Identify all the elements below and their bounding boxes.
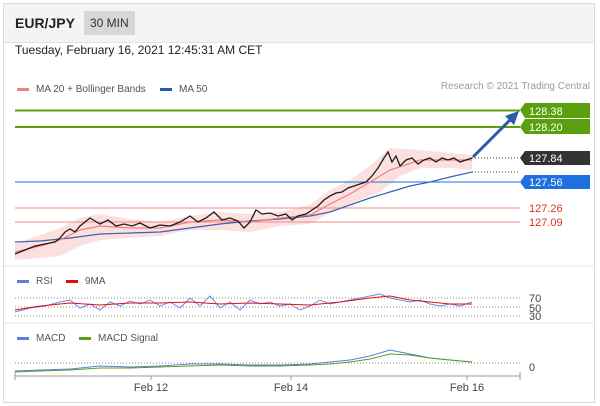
rsi-swatch — [17, 280, 29, 283]
ma50-swatch — [160, 88, 172, 91]
ma9-swatch — [66, 280, 78, 283]
level-label: 128.38 — [529, 106, 563, 118]
macd-label-0: 0 — [529, 362, 535, 374]
arrow-head-icon — [505, 111, 519, 125]
x-label-feb12: Feb 12 — [134, 382, 168, 394]
pivot-box-127-56: 127.56 — [520, 175, 590, 189]
timeframe-button[interactable]: 30 MIN — [84, 11, 135, 35]
chart-header: EUR/JPY 30 MIN — [4, 4, 594, 43]
macd-signal-line — [14, 353, 473, 373]
x-label-feb16: Feb 16 — [450, 382, 484, 394]
level-box-128-38: 128.38 — [520, 103, 590, 118]
rsi-label-70: 70 — [529, 293, 541, 305]
projection-arrow — [471, 116, 514, 159]
level-box-128-20: 128.20 — [520, 119, 590, 134]
legend-label: MA 50 — [179, 84, 208, 95]
legend-macd-signal: MACD Signal — [79, 333, 158, 344]
level-label: 127.56 — [529, 177, 563, 189]
support-label-127-09: 127.09 — [529, 217, 563, 229]
timestamp: Tuesday, February 16, 2021 12:45:31 AM C… — [15, 43, 263, 57]
currency-pair-title: EUR/JPY — [15, 15, 75, 31]
x-label-feb14: Feb 14 — [274, 382, 308, 394]
legend-label: MACD — [36, 333, 66, 344]
level-label: 128.20 — [529, 122, 563, 134]
rsi-9ma-line — [14, 295, 472, 311]
rsi-line — [14, 293, 473, 313]
legend-label: MACD Signal — [98, 333, 159, 344]
legend-9ma: 9MA — [66, 276, 106, 287]
legend-label: RSI — [36, 276, 53, 287]
bollinger-band — [15, 148, 472, 260]
rsi-label-30: 30 — [529, 311, 541, 323]
legend-rsi: RSI — [17, 276, 53, 287]
price-line — [14, 150, 473, 255]
ma50-line — [14, 171, 473, 243]
support-label-127-26: 127.26 — [529, 203, 563, 215]
price-box-127-84: 127.84 — [520, 151, 590, 165]
legend-label: MA 20 + Bollinger Bands — [36, 84, 146, 95]
rsi-label-50: 50 — [529, 303, 541, 315]
legend-ma50: MA 50 — [160, 84, 207, 95]
ma20-swatch — [17, 88, 29, 91]
macd-swatch — [17, 337, 29, 340]
chart-card: EUR/JPY 30 MIN — [3, 3, 595, 403]
legend-ma20-bollinger: MA 20 + Bollinger Bands — [17, 84, 146, 95]
macd-signal-swatch — [79, 337, 91, 340]
legend-label: 9MA — [85, 276, 106, 287]
research-credit: Research © 2021 Trading Central — [440, 81, 590, 92]
level-label: 127.84 — [529, 153, 563, 165]
macd-line — [14, 349, 473, 372]
legend-macd: MACD — [17, 333, 65, 344]
